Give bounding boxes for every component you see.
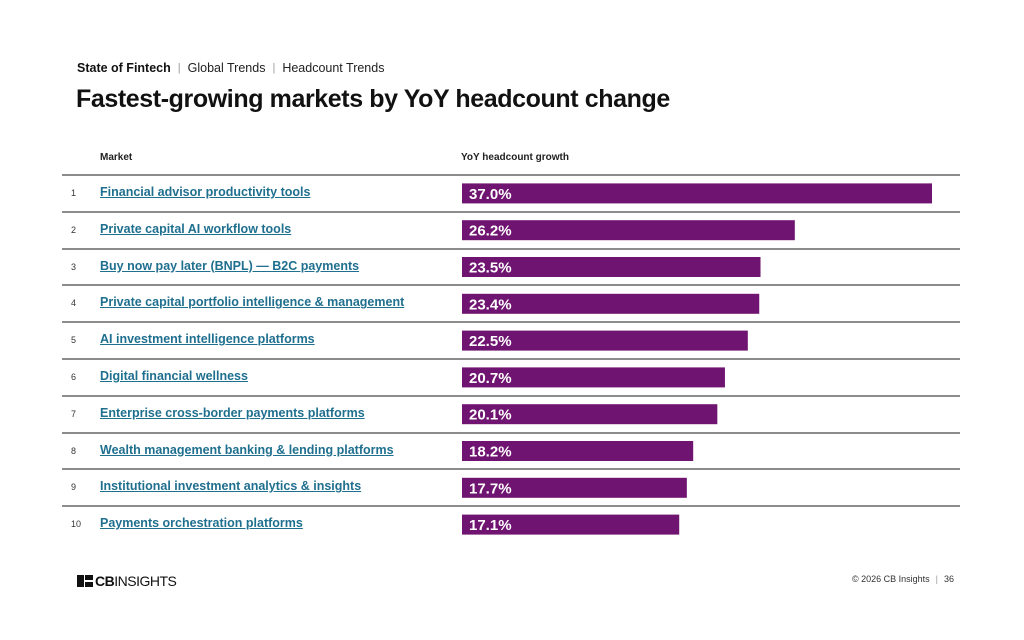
footer-info: © 2026 CB Insights | 36: [852, 574, 954, 584]
row-rank: 3: [71, 261, 77, 272]
market-link[interactable]: AI investment intelligence platforms: [100, 332, 315, 347]
page-number: 36: [943, 574, 954, 584]
logo-wordmark: CBINSIGHTS: [95, 573, 177, 589]
market-link[interactable]: Buy now pay later (BNPL) — B2C payments: [100, 258, 360, 273]
row-rank: 5: [71, 335, 77, 346]
table-row: 6 Digital financial wellness: [62, 357, 960, 395]
logo-wordmark-bold: CB: [95, 573, 115, 589]
market-link[interactable]: Enterprise cross-border payments platfor…: [100, 405, 365, 420]
row-rank: 4: [71, 298, 77, 309]
cb-insights-logo: CBINSIGHTS: [77, 573, 177, 589]
row-rank: 1: [71, 188, 77, 198]
footer-separator: |: [935, 574, 938, 584]
table-row: 3 Buy now pay later (BNPL) — B2C payments: [62, 247, 960, 285]
row-rank: 6: [71, 371, 77, 382]
copyright-text: © 2026 CB Insights: [851, 574, 930, 584]
table-row: 4 Private capital portfolio intelligence …: [62, 284, 960, 321]
table-header: Market YoY headcount growth: [62, 146, 960, 174]
breadcrumb-separator: |: [177, 62, 181, 74]
row-rank: 9: [71, 482, 77, 493]
table-body: 1 Financial advisor productivity tools 2 Pr…: [62, 174, 960, 542]
column-header-growth: YoY headcount growth: [461, 152, 569, 163]
breadcrumb-separator: |: [272, 62, 276, 74]
table-row: 10 Payments orchestration platforms: [62, 505, 960, 542]
table-row: 2 Private capital AI workflow tools: [62, 210, 960, 248]
table-row: 7 Enterprise cross-border payments platfo…: [62, 394, 960, 432]
table-row: 1 Financial advisor productivity tools: [62, 174, 960, 211]
market-link[interactable]: Wealth management banking & lending plat…: [100, 442, 394, 457]
column-header-market: Market: [100, 152, 133, 163]
breadcrumb-item-headcount-trends: Headcount Trends: [282, 61, 385, 75]
table-row: 9 Institutional investment analytics & in…: [62, 468, 960, 505]
row-rank: 10: [71, 519, 82, 530]
market-link[interactable]: Institutional investment analytics & ins…: [100, 479, 362, 494]
market-link[interactable]: Financial advisor productivity tools: [100, 185, 311, 199]
breadcrumb-item-state-of-fintech: State of Fintech: [77, 61, 171, 75]
table-row: 8 Wealth management banking & lending pla…: [62, 431, 960, 469]
logo-wordmark-thin: INSIGHTS: [114, 573, 177, 589]
row-rank: 7: [71, 408, 77, 419]
page-title: Fastest-growing markets by YoY headcount…: [76, 85, 670, 113]
market-link[interactable]: Private capital portfolio intelligence &…: [100, 295, 405, 310]
row-rank: 2: [71, 224, 77, 235]
row-rank: 8: [71, 445, 77, 456]
ranking-table: Market YoY headcount growth 1 Financial a…: [62, 146, 960, 542]
cb-logo-mark-icon: [77, 575, 93, 587]
market-link[interactable]: Payments orchestration platforms: [100, 516, 303, 531]
market-link[interactable]: Digital financial wellness: [100, 368, 248, 383]
breadcrumb-item-global-trends: Global Trends: [187, 61, 266, 75]
table-row: 5 AI investment intelligence platforms: [62, 321, 960, 358]
market-link[interactable]: Private capital AI workflow tools: [100, 221, 292, 236]
breadcrumb: State of Fintech | Global Trends | Headc…: [77, 61, 384, 75]
